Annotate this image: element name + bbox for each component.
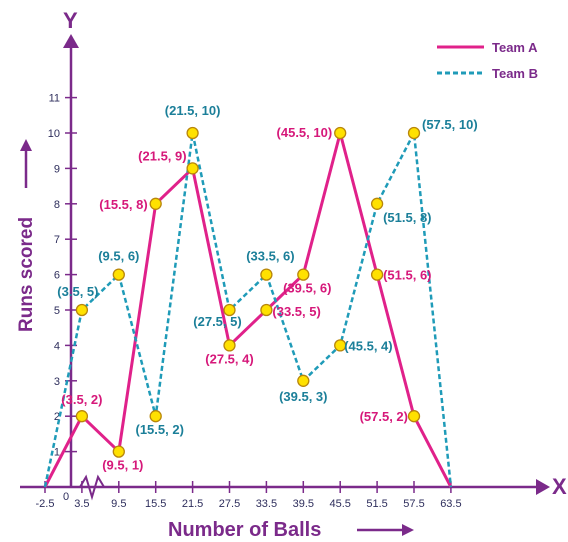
x-tick-label: 15.5 (145, 498, 166, 510)
team-a-point-label: (33.5, 5) (272, 304, 320, 319)
team-a-point (149, 197, 162, 210)
team-b-point (370, 197, 384, 210)
team-b-point-label: (51.5, 8) (383, 210, 431, 225)
team-a-point (112, 445, 125, 458)
x-tick-label: 57.5 (403, 498, 424, 510)
axes-layer: X Y 0 (20, 8, 567, 503)
x-tick-label: 63.5 (440, 498, 461, 510)
team-b-point (112, 268, 125, 281)
team-a-point-label: (21.5, 9) (138, 148, 186, 163)
origin-label: 0 (63, 491, 69, 503)
y-tick-label: 11 (49, 93, 60, 105)
team-a-point-label: (45.5, 10) (277, 125, 333, 140)
x-tick-label: 27.5 (219, 498, 240, 510)
team-b-point-label: (39.5, 3) (279, 389, 327, 404)
x-tick-label: 39.5 (293, 498, 314, 510)
team-b-point-label: (45.5, 4) (344, 338, 392, 353)
y-tick-label: 5 (54, 305, 60, 317)
team-b-point-label: (15.5, 2) (135, 422, 183, 437)
y-tick-label: 4 (54, 340, 60, 352)
y-title-arrow (20, 139, 32, 188)
team-a-point (407, 410, 421, 423)
team-b-point (334, 339, 347, 352)
point-labels-layer: (3.5, 2) (9.5, 1) (15.5, 8) (21.5, 9) (27.5,… (57, 103, 477, 473)
y-tick-label: 8 (54, 199, 60, 211)
team-b-point (297, 374, 310, 387)
team-a-point (223, 339, 236, 352)
legend-label-team-a: Team A (492, 40, 538, 55)
x-tick-label: 9.5 (111, 498, 126, 510)
series-line-team-b (43, 131, 453, 488)
team-b-point-label: (9.5, 6) (98, 249, 139, 264)
x-axis-title: Number of Balls (168, 519, 321, 541)
team-a-point-label: (27.5, 4) (205, 351, 253, 366)
team-b-point-label: (21.5, 10) (165, 103, 221, 118)
team-a-point-label: (57.5, 2) (360, 409, 408, 424)
team-a-point (297, 268, 310, 281)
x-axis-arrow (536, 479, 550, 495)
y-tick-label: 2 (54, 411, 60, 423)
ticks-layer: -2.5 3.5 9.5 15.5 21.5 27.5 33.5 39.5 45.5 51.5 57… (36, 93, 462, 510)
team-b-point-label: (33.5, 6) (246, 249, 294, 264)
team-a-point-label: (3.5, 2) (61, 392, 102, 407)
y-tick-label: 3 (54, 376, 60, 388)
x-title-arrow (357, 524, 414, 536)
axis-break-icon (79, 474, 105, 501)
x-axis-letter: X (552, 474, 567, 499)
x-tick-label: -2.5 (36, 498, 55, 510)
y-axis-arrow (63, 34, 79, 48)
y-tick-label: 6 (54, 270, 60, 282)
y-tick-label: 7 (54, 234, 60, 246)
y-axis-letter: Y (63, 8, 78, 33)
y-axis-title: Runs scored (16, 217, 37, 332)
x-tick-label: 51.5 (366, 498, 387, 510)
series-layer (43, 131, 453, 488)
team-a-point-label: (15.5, 8) (99, 197, 147, 212)
team-a-point (260, 303, 273, 317)
y-tick-label: 9 (54, 163, 60, 175)
legend: Team A Team B (437, 40, 538, 81)
team-a-point-label: (9.5, 1) (102, 458, 143, 473)
team-b-point (223, 303, 236, 317)
team-b-point (407, 126, 421, 140)
x-tick-label: 3.5 (74, 498, 89, 510)
team-a-point (186, 162, 199, 175)
team-a-point-label: (51.5, 6) (383, 268, 431, 283)
team-b-point (149, 410, 162, 423)
y-tick-label: 10 (48, 128, 60, 140)
x-tick-label: 33.5 (256, 498, 277, 510)
team-b-point-label: (57.5, 10) (422, 117, 478, 132)
team-a-point (370, 268, 384, 281)
series-line-team-a (43, 131, 453, 488)
team-b-point-label: (3.5, 5) (57, 284, 98, 299)
team-b-point (186, 126, 199, 140)
x-tick-label: 21.5 (182, 498, 203, 510)
x-tick-label: 45.5 (329, 498, 350, 510)
team-b-point (260, 268, 273, 281)
team-b-point-label: (27.5, 5) (193, 314, 241, 329)
legend-label-team-b: Team B (492, 66, 538, 81)
y-tick-label: 1 (54, 447, 60, 459)
team-b-point (75, 303, 89, 317)
team-a-point (75, 410, 89, 423)
markers-layer (75, 126, 421, 458)
team-a-point-label: (39.5, 6) (283, 281, 331, 296)
team-a-point (334, 126, 347, 140)
